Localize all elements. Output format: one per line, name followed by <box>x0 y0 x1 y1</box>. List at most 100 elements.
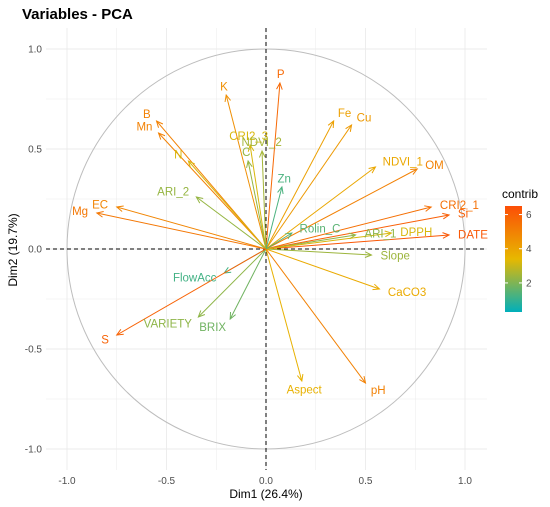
arrow-zn <box>265 186 283 250</box>
arrowhead-date <box>442 232 451 239</box>
arrowhead-rolin_c <box>284 232 293 240</box>
variable-label-fe: Fe <box>338 108 351 120</box>
arrowhead-zn <box>277 185 284 194</box>
arrowhead-s <box>115 329 124 336</box>
arrow-variety <box>197 248 267 318</box>
variable-label-ndvi_1: NDVI_1 <box>383 157 423 169</box>
arrowhead-k <box>224 93 231 102</box>
variable-label-s: S <box>101 334 109 346</box>
variable-label-mn: Mn <box>136 121 152 133</box>
variable-label-cu: Cu <box>357 113 372 125</box>
variable-label-ari_2: ARI_2 <box>157 187 189 199</box>
arrowhead-cri2_3 <box>247 143 255 152</box>
arrowhead-fe <box>327 119 335 129</box>
arrowhead-n <box>187 160 195 168</box>
arrow-mg <box>96 212 267 250</box>
arrowhead-ari_2 <box>195 196 204 204</box>
arrow-rolin_c <box>265 232 293 250</box>
arrowhead-ph <box>359 376 367 384</box>
arrowhead-si <box>442 212 451 220</box>
variable-label-p: P <box>277 69 285 81</box>
arrowhead-mg <box>95 211 104 218</box>
variable-label-c: C <box>242 147 250 159</box>
arrowhead-mn <box>157 132 166 140</box>
arrow-caco3 <box>265 248 380 290</box>
variable-label-dpph: DPPH <box>400 227 432 239</box>
arrow-s <box>116 248 267 336</box>
legend-colorbar <box>505 206 522 312</box>
variable-label-variety: VARIETY <box>144 318 193 330</box>
arrow-cri2_1 <box>265 206 432 250</box>
arrowhead-caco3 <box>372 283 381 291</box>
arrowhead-variety <box>197 310 206 318</box>
arrow-slope <box>265 248 372 256</box>
y-tick-label: 0.0 <box>28 245 42 256</box>
arrowhead-slope <box>364 251 373 258</box>
x-tick-label: 1.0 <box>458 476 472 487</box>
arrow-cu <box>265 124 352 250</box>
arrow-ph <box>265 248 366 384</box>
arrow-dpph <box>265 232 392 250</box>
arrow-fe <box>265 120 335 250</box>
y-tick-label: 1.0 <box>28 45 42 56</box>
arrowhead-ndvi_2 <box>258 149 266 158</box>
arrow-k <box>225 94 267 250</box>
arrow-ari_2 <box>196 196 267 250</box>
arrow-n <box>188 160 267 250</box>
legend-tick-label: 6 <box>526 210 532 221</box>
arrowhead-cri2_1 <box>424 205 433 212</box>
arrow-brix <box>229 248 267 320</box>
variable-label-ndvi_2: NDVI_2 <box>242 137 282 149</box>
x-tick-label: -1.0 <box>58 476 76 487</box>
arrow-aspect <box>265 248 303 382</box>
x-axis-title: Dim1 (26.4%) <box>229 487 302 501</box>
arrowhead-dpph <box>384 230 393 238</box>
x-tick-label: -0.5 <box>158 476 176 487</box>
variable-label-zn: Zn <box>277 173 290 185</box>
arrow-date <box>265 234 450 250</box>
legend-tick-label: 4 <box>526 244 532 255</box>
arrowhead-ndvi_1 <box>368 166 377 174</box>
arrow-si <box>265 214 450 250</box>
arrow-p <box>265 82 281 250</box>
y-tick-label: -1.0 <box>25 445 43 456</box>
variable-label-b: B <box>143 109 151 121</box>
variable-label-ph: pH <box>371 385 386 397</box>
variable-label-date: DATE <box>458 229 488 241</box>
variable-label-om: OM <box>425 160 444 172</box>
arrow-c <box>247 160 267 250</box>
variable-label-n: N <box>174 149 182 161</box>
variable-label-ec: EC <box>92 200 108 212</box>
axis-ticks: -1.0 -0.5 0.0 0.5 1.0 -1.0 -0.5 0.0 0.5 1.0 <box>25 45 473 488</box>
variable-label-cri2_3: CRI2_3 <box>229 131 268 143</box>
arrowhead-c <box>246 159 253 168</box>
variable-label-caco3: CaCO3 <box>388 287 426 299</box>
arrowhead-b <box>155 120 164 128</box>
y-axis-title: Dim2 (19.7%) <box>6 213 20 286</box>
contrib-legend: contrib 2 4 6 <box>502 187 538 312</box>
arrowhead-om <box>410 168 419 175</box>
variable-label-rolin_c: Rolin_C <box>300 223 341 235</box>
variable-label-mg: Mg <box>72 206 88 218</box>
arrow-ec <box>116 206 267 250</box>
variable-label-k: K <box>220 81 228 93</box>
chart-title: Variables - PCA <box>22 6 133 23</box>
y-tick-label: -0.5 <box>25 345 43 356</box>
variable-label-si: Si <box>458 208 468 220</box>
variable-label-cri2_1: CRI2_1 <box>440 200 479 212</box>
variable-label-ari_1: ARI_1 <box>364 229 396 241</box>
x-tick-label: 0.5 <box>359 476 373 487</box>
x-tick-label: 0.0 <box>259 476 273 487</box>
legend-title: contrib <box>502 187 538 201</box>
arrowhead-p <box>276 81 283 90</box>
y-tick-label: 0.5 <box>28 145 42 156</box>
variable-label-flowacc: FlowAcc <box>173 272 217 284</box>
arrowhead-ari_1 <box>348 232 357 240</box>
variable-arrows <box>95 81 451 384</box>
arrowhead-cu <box>345 123 353 132</box>
arrow-ndvi_1 <box>265 166 376 250</box>
arrow-cri2_3 <box>249 144 267 250</box>
variable-label-brix: BRIX <box>199 322 226 334</box>
